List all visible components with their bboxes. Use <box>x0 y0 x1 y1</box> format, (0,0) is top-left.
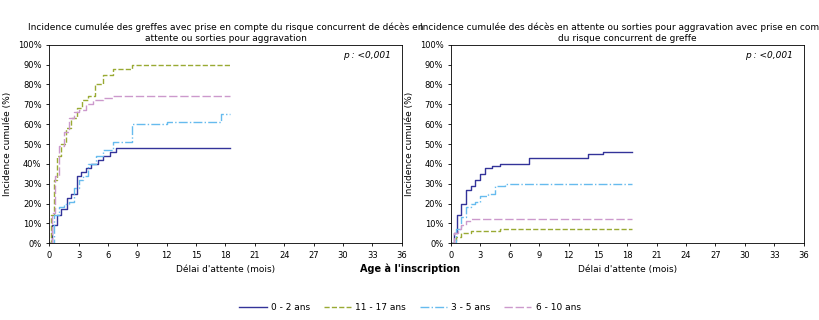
Y-axis label: Incidence cumulée (%): Incidence cumulée (%) <box>3 92 12 196</box>
X-axis label: Délai d'attente (mois): Délai d'attente (mois) <box>577 265 676 274</box>
Text: Age à l'inscription: Age à l'inscription <box>360 263 459 274</box>
Text: p : <0,001: p : <0,001 <box>343 51 391 60</box>
Y-axis label: Incidence cumulée (%): Incidence cumulée (%) <box>405 92 414 196</box>
Title: Incidence cumulée des décès en attente ou sorties pour aggravation avec prise en: Incidence cumulée des décès en attente o… <box>419 22 819 43</box>
Title: Incidence cumulée des greffes avec prise en compte du risque concurrent de décès: Incidence cumulée des greffes avec prise… <box>28 22 423 43</box>
X-axis label: Délai d'attente (mois): Délai d'attente (mois) <box>176 265 274 274</box>
Text: p : <0,001: p : <0,001 <box>744 51 792 60</box>
Legend: 0 - 2 ans, 11 - 17 ans, 3 - 5 ans, 6 - 10 ans: 0 - 2 ans, 11 - 17 ans, 3 - 5 ans, 6 - 1… <box>236 299 583 316</box>
